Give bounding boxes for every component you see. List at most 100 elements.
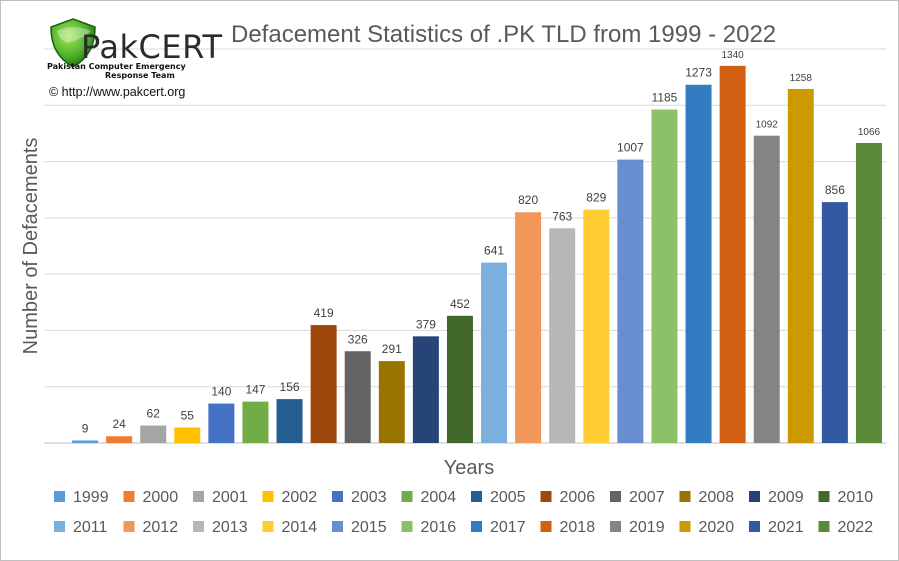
data-label-2022: 1066	[858, 127, 881, 138]
legend-item-2001: 2001	[193, 489, 248, 506]
legend-label: 2007	[629, 489, 665, 506]
legend-label: 2005	[490, 489, 526, 506]
legend-swatch	[193, 491, 204, 502]
data-label-2000: 24	[112, 417, 126, 431]
legend-label: 2017	[490, 519, 526, 536]
bar-2016	[651, 109, 678, 443]
legend-swatch	[749, 491, 760, 502]
legend-label: 2008	[699, 489, 735, 506]
legend-swatch	[262, 521, 274, 532]
legend-swatch	[749, 521, 760, 532]
data-label-2002: 55	[181, 409, 195, 423]
legend-item-2011: 2011	[54, 519, 108, 536]
legend-item-2003: 2003	[332, 489, 387, 506]
legend-item-2007: 2007	[610, 489, 665, 506]
legend-swatch	[679, 521, 691, 532]
legend-label: 2015	[351, 519, 387, 536]
legend-swatch	[818, 521, 830, 532]
legend-label: 2013	[212, 519, 248, 536]
legend-swatch	[401, 521, 413, 532]
data-label-2013: 763	[552, 209, 572, 223]
legend-label: 1999	[73, 489, 109, 506]
bar-2011	[481, 262, 508, 443]
bar-2018	[719, 65, 746, 443]
x-axis-title: Years	[444, 457, 494, 479]
legend-label: 2012	[143, 519, 179, 536]
bar-2010	[446, 315, 473, 443]
legend-label: 2019	[629, 519, 665, 536]
data-labels: 9 24 62 55 140 147 156 419 326 291 379 452 641 820 763…	[82, 50, 881, 436]
legend-item-2002: 2002	[262, 489, 317, 506]
legend-item-2019: 2019	[610, 519, 665, 536]
legend-label: 2010	[838, 489, 874, 506]
legend-item-2022: 2022	[818, 519, 873, 536]
bar-2014	[583, 209, 610, 443]
legend-item-2009: 2009	[749, 489, 804, 506]
bar-2004	[242, 401, 269, 443]
legend-label: 2009	[768, 489, 804, 506]
legend-label: 2011	[73, 519, 108, 536]
legend-swatch	[123, 491, 135, 502]
bar-2002	[174, 427, 201, 443]
bar-2007	[344, 351, 371, 443]
data-label-2019: 1092	[756, 120, 779, 131]
legend-swatch	[54, 491, 65, 502]
legend-swatch	[818, 491, 830, 502]
data-label-2014: 829	[586, 191, 606, 205]
bar-2020	[787, 88, 814, 443]
data-label-2004: 147	[245, 383, 265, 397]
bar-2019	[753, 135, 780, 443]
logo-subtitle-line2: Response Team	[105, 71, 175, 80]
legend-swatch	[471, 491, 482, 502]
y-axis-title: Number of Defacements	[20, 138, 42, 355]
legend-item-2018: 2018	[540, 519, 596, 536]
bar-2017	[685, 84, 712, 444]
bar-2001	[140, 425, 167, 443]
legend: 1999 2000 2001 2002 2003 2004 2005 2006 2007 2008…	[54, 489, 873, 536]
data-label-2010: 452	[450, 297, 470, 311]
legend-label: 2004	[421, 489, 457, 506]
data-label-2018: 1340	[722, 50, 745, 61]
legend-label: 2016	[421, 519, 457, 536]
legend-item-2013: 2013	[193, 519, 248, 536]
data-label-2015: 1007	[617, 141, 644, 155]
legend-label: 2000	[143, 489, 179, 506]
data-label-2001: 62	[147, 407, 161, 421]
legend-swatch	[610, 521, 621, 532]
legend-label: 2003	[351, 489, 387, 506]
legend-swatch	[540, 491, 552, 502]
data-label-2012: 820	[518, 193, 538, 207]
data-label-2009: 379	[416, 317, 436, 331]
legend-item-2016: 2016	[401, 519, 457, 536]
legend-swatch	[332, 491, 343, 502]
data-label-2021: 856	[825, 183, 845, 197]
legend-label: 2018	[560, 519, 596, 536]
bar-2021	[821, 202, 848, 443]
legend-item-2008: 2008	[679, 489, 735, 506]
legend-swatch	[332, 521, 343, 532]
legend-label: 2001	[212, 489, 248, 506]
legend-item-2000: 2000	[123, 489, 179, 506]
bar-2005	[276, 399, 303, 443]
legend-item-2004: 2004	[401, 489, 457, 506]
data-label-2007: 326	[348, 332, 368, 346]
bar-2009	[412, 336, 439, 443]
legend-item-2021: 2021	[749, 519, 804, 536]
legend-label: 2021	[768, 519, 804, 536]
data-label-2017: 1273	[685, 66, 712, 80]
data-label-2016: 1185	[652, 91, 678, 105]
bar-2013	[549, 228, 576, 443]
legend-item-1999: 1999	[54, 489, 109, 506]
legend-item-2005: 2005	[471, 489, 526, 506]
legend-item-2020: 2020	[679, 519, 734, 536]
legend-item-2006: 2006	[540, 489, 595, 506]
legend-swatch	[54, 521, 65, 532]
data-label-2003: 140	[211, 385, 231, 399]
legend-swatch	[193, 521, 204, 532]
legend-swatch	[679, 491, 691, 502]
logo-subtitle-line1: Pakistan Computer Emergency	[47, 62, 186, 71]
pakcert-logo: PakCERT Pakistan Computer Emergency Resp…	[45, 17, 225, 103]
logo-copyright-url[interactable]: © http://www.pakcert.org	[49, 85, 186, 99]
